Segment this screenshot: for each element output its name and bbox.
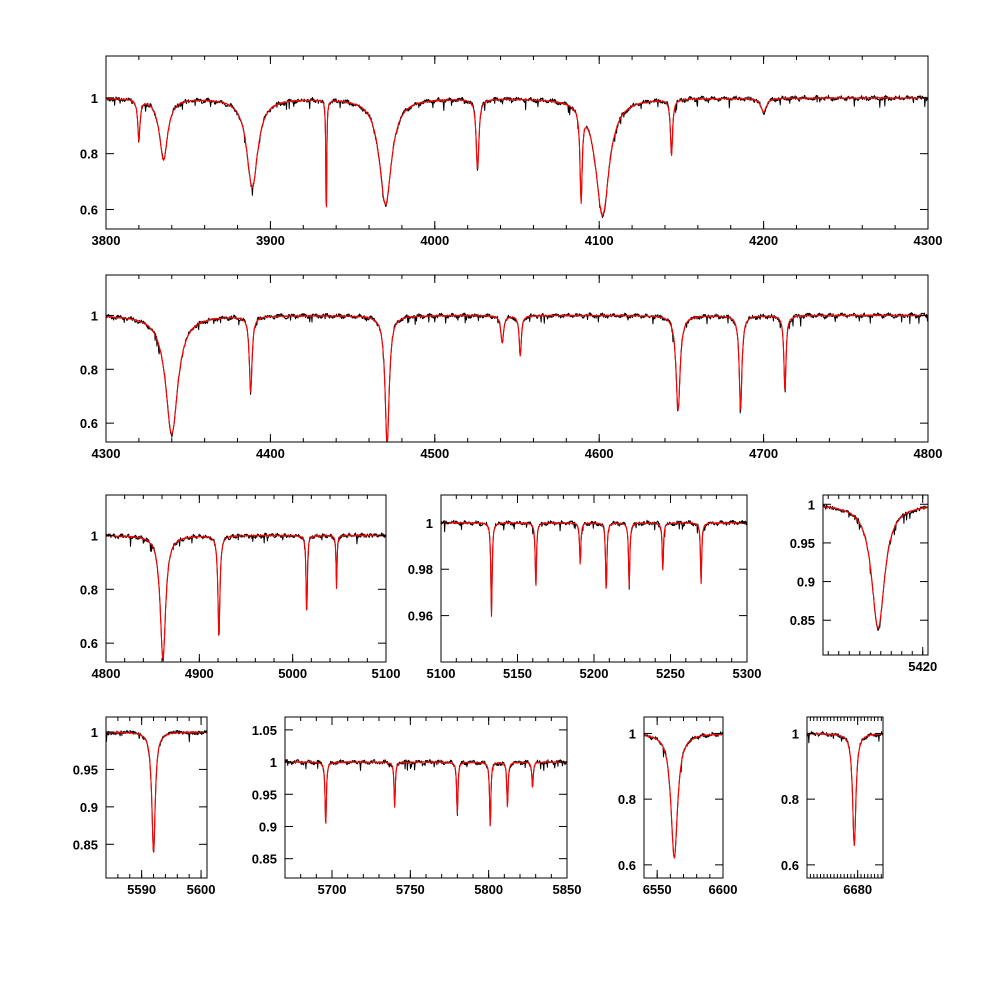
plot-frame xyxy=(284,716,568,879)
x-tick-label: 5420 xyxy=(908,659,937,674)
x-tick-label: 5250 xyxy=(656,666,685,681)
y-tick-label: 1 xyxy=(91,528,98,543)
x-tick-label: 4300 xyxy=(914,233,943,248)
x-tick-label: 5200 xyxy=(580,666,609,681)
x-tick-label: 6550 xyxy=(643,882,672,897)
model-spectrum-line xyxy=(644,733,723,859)
model-spectrum-line xyxy=(285,761,567,827)
y-tick-label: 0.85 xyxy=(73,837,98,852)
plot-frame xyxy=(105,494,387,663)
plot-frame xyxy=(105,55,929,230)
x-tick-label: 5300 xyxy=(733,666,762,681)
model-spectrum-line xyxy=(106,314,928,442)
chart-panel-p5: 5420 0.85 0.9 0.95 1 xyxy=(790,494,937,674)
observed-spectrum-line xyxy=(106,729,207,853)
x-tick-label: 4400 xyxy=(256,446,285,461)
model-spectrum-line xyxy=(441,521,747,616)
x-tick-label: 5100 xyxy=(427,666,456,681)
x-tick-label: 5600 xyxy=(187,882,216,897)
chart-panel-p7: 5700 5750 5800 5850 0.85 0.9 0.95 1 1.05 xyxy=(252,716,582,897)
y-tick-label: 0.96 xyxy=(408,609,433,624)
y-tick-label: 0.6 xyxy=(80,636,98,651)
plot-frame xyxy=(105,274,929,443)
y-tick-label: 0.9 xyxy=(797,575,815,590)
y-tick-label: 1 xyxy=(629,726,636,741)
x-tick-label: 4500 xyxy=(420,446,449,461)
y-tick-label: 0.8 xyxy=(80,147,98,162)
x-tick-label: 5150 xyxy=(503,666,532,681)
y-tick-label: 0.95 xyxy=(252,787,277,802)
y-tick-label: 0.6 xyxy=(618,858,636,873)
x-tick-label: 5750 xyxy=(396,882,425,897)
x-tick-label: 4800 xyxy=(92,666,121,681)
y-tick-label: 0.6 xyxy=(80,416,98,431)
model-spectrum-line xyxy=(823,505,928,629)
chart-panel-p3: 4800 4900 5000 5100 0.6 0.8 1 xyxy=(80,494,401,681)
plot-frame xyxy=(105,716,208,879)
y-tick-label: 1 xyxy=(792,726,799,741)
y-tick-label: 0.95 xyxy=(73,762,98,777)
model-spectrum-line xyxy=(106,96,928,217)
chart-panel-p1: 3800 3900 4000 4100 4200 4300 0.6 0.8 1 xyxy=(80,55,943,248)
y-tick-label: 0.85 xyxy=(252,852,277,867)
y-tick-label: 0.8 xyxy=(618,792,636,807)
x-tick-label: 4000 xyxy=(420,233,449,248)
x-tick-label: 4300 xyxy=(92,446,121,461)
x-tick-label: 6600 xyxy=(709,882,738,897)
x-tick-label: 5700 xyxy=(318,882,347,897)
y-tick-label: 1 xyxy=(91,308,98,323)
y-tick-label: 0.6 xyxy=(80,202,98,217)
x-tick-label: 4700 xyxy=(749,446,778,461)
x-tick-label: 5000 xyxy=(278,666,307,681)
x-tick-label: 5590 xyxy=(127,882,156,897)
x-tick-label: 4100 xyxy=(585,233,614,248)
x-tick-label: 3900 xyxy=(256,233,285,248)
y-tick-label: 1 xyxy=(270,755,277,770)
y-tick-label: 0.98 xyxy=(408,562,433,577)
observed-spectrum-line xyxy=(807,731,883,846)
model-spectrum-line xyxy=(106,534,386,661)
x-tick-label: 5800 xyxy=(474,882,503,897)
y-tick-label: 0.9 xyxy=(80,800,98,815)
x-tick-label: 5100 xyxy=(372,666,401,681)
y-tick-label: 0.8 xyxy=(80,362,98,377)
observed-spectrum-line xyxy=(644,731,723,859)
observed-spectrum-line xyxy=(285,759,567,827)
x-tick-label: 3800 xyxy=(92,233,121,248)
observed-spectrum-line xyxy=(106,532,386,662)
observed-spectrum-line xyxy=(106,312,928,442)
y-tick-label: 0.95 xyxy=(790,536,815,551)
y-tick-label: 0.6 xyxy=(781,858,799,873)
plot-frame xyxy=(643,716,724,879)
y-tick-label: 0.9 xyxy=(259,819,277,834)
y-tick-label: 1 xyxy=(91,91,98,106)
chart-panel-p4: 5100 5150 5200 5250 5300 0.96 0.98 1 xyxy=(408,494,762,681)
y-tick-label: 0.8 xyxy=(80,582,98,597)
x-tick-label: 5850 xyxy=(553,882,582,897)
y-tick-label: 1 xyxy=(91,725,98,740)
chart-panel-p6: 5590 5600 0.85 0.9 0.95 1 xyxy=(73,716,216,897)
y-tick-label: 1 xyxy=(426,516,433,531)
model-spectrum-line xyxy=(106,731,207,852)
model-spectrum-line xyxy=(807,732,883,846)
observed-spectrum-line xyxy=(106,94,928,219)
y-tick-label: 1 xyxy=(808,497,815,512)
chart-panel-p2: 4300 4400 4500 4600 4700 4800 0.6 0.8 1 xyxy=(80,274,943,461)
y-tick-label: 1.05 xyxy=(252,723,277,738)
plot-frame xyxy=(806,716,884,879)
x-tick-label: 6680 xyxy=(843,882,872,897)
x-tick-label: 4200 xyxy=(749,233,778,248)
y-tick-label: 0.8 xyxy=(781,792,799,807)
plot-frame xyxy=(822,494,929,656)
y-tick-label: 0.85 xyxy=(790,613,815,628)
x-tick-label: 4600 xyxy=(585,446,614,461)
x-tick-label: 4800 xyxy=(914,446,943,461)
chart-panel-p8: 6550 6600 0.6 0.8 1 xyxy=(618,716,738,897)
x-tick-label: 4900 xyxy=(185,666,214,681)
chart-panel-p9: 6680 0.6 0.8 1 xyxy=(781,716,884,897)
